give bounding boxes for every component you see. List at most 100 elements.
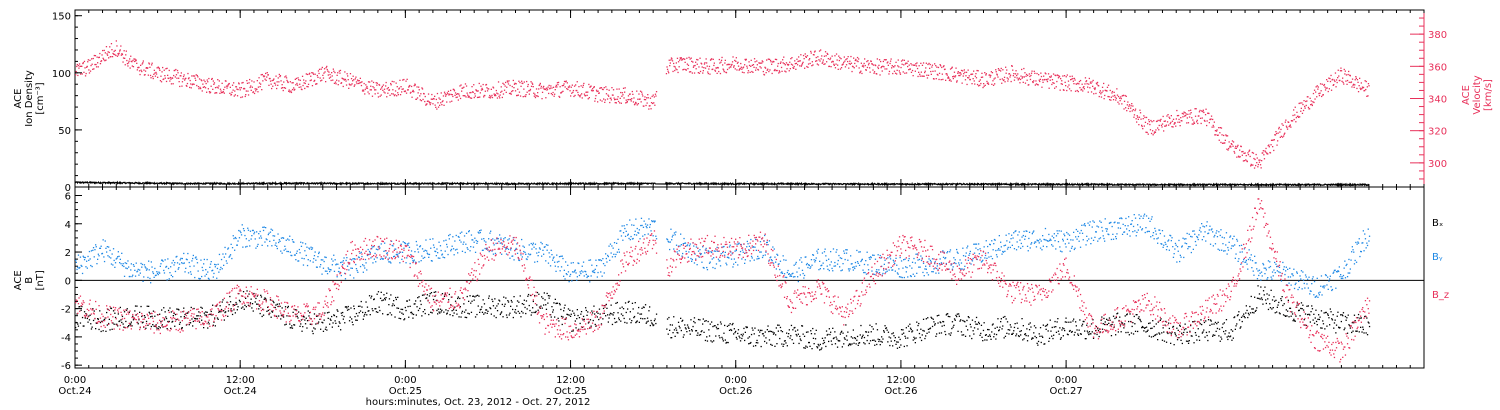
field-point	[605, 315, 607, 317]
velocity-point	[980, 82, 982, 85]
velocity-point	[1318, 94, 1321, 97]
velocity-point	[802, 61, 804, 63]
field-point	[125, 309, 128, 311]
field-point	[761, 329, 763, 332]
field-point	[202, 269, 204, 272]
velocity-point	[298, 79, 300, 81]
top-right-ylabel-line: [km/s]	[1483, 79, 1494, 111]
field-point	[563, 310, 565, 312]
field-point	[981, 336, 983, 338]
velocity-point	[981, 76, 984, 78]
field-point	[420, 303, 422, 306]
field-point	[1218, 328, 1221, 330]
field-point	[1236, 323, 1238, 325]
velocity-point	[810, 52, 812, 54]
field-point	[412, 261, 415, 263]
field-point	[857, 344, 859, 346]
field-point	[1044, 343, 1046, 345]
velocity-point	[433, 98, 435, 100]
field-point	[558, 302, 561, 305]
field-point	[311, 248, 313, 250]
field-point	[1120, 331, 1122, 333]
velocity-point	[1066, 74, 1068, 76]
velocity-point	[953, 71, 956, 73]
field-point	[154, 274, 157, 277]
velocity-point	[189, 86, 191, 89]
velocity-point	[221, 82, 223, 84]
field-point	[117, 313, 119, 315]
velocity-point	[1216, 129, 1218, 131]
field-point	[488, 295, 490, 297]
field-point	[1318, 314, 1320, 316]
velocity-point	[861, 72, 863, 75]
velocity-point	[904, 63, 907, 65]
velocity-point	[119, 50, 121, 52]
bottom-series-black	[75, 285, 1371, 351]
field-point	[1086, 324, 1088, 326]
velocity-point	[571, 92, 573, 94]
field-point	[1010, 326, 1012, 328]
field-point	[834, 331, 836, 333]
velocity-point	[425, 104, 427, 106]
velocity-point	[284, 87, 287, 89]
field-point	[885, 327, 887, 330]
field-point	[766, 342, 768, 344]
field-point	[100, 245, 102, 247]
field-point	[382, 299, 384, 301]
field-point	[172, 320, 174, 323]
field-point	[1068, 321, 1070, 323]
velocity-point	[418, 89, 420, 91]
field-point	[1017, 327, 1019, 329]
velocity-point	[1224, 142, 1226, 144]
velocity-point	[1048, 87, 1050, 89]
field-point	[105, 247, 107, 249]
velocity-point	[592, 90, 594, 92]
field-point	[528, 244, 530, 246]
field-point	[395, 254, 397, 256]
velocity-point	[987, 82, 989, 84]
velocity-point	[688, 71, 691, 73]
velocity-point	[1349, 75, 1351, 77]
field-point	[675, 329, 678, 331]
field-point	[467, 248, 469, 250]
velocity-point	[489, 94, 491, 97]
field-point	[758, 335, 760, 337]
field-point	[523, 303, 525, 306]
velocity-point	[1161, 123, 1164, 125]
velocity-point	[321, 79, 323, 81]
velocity-point	[467, 94, 469, 96]
velocity-point	[1036, 72, 1038, 75]
field-point	[752, 345, 755, 347]
velocity-point	[1164, 120, 1166, 122]
field-point	[103, 256, 105, 258]
field-point	[350, 267, 352, 269]
field-point	[604, 305, 606, 307]
field-point	[1262, 290, 1265, 292]
velocity-point	[1046, 80, 1049, 83]
velocity-point	[517, 94, 519, 96]
field-point	[313, 327, 315, 329]
velocity-point	[737, 65, 740, 67]
velocity-point	[311, 85, 314, 87]
field-point	[1270, 289, 1272, 291]
velocity-point	[265, 72, 267, 75]
velocity-point	[788, 70, 790, 72]
field-point	[259, 312, 261, 315]
velocity-point	[490, 88, 492, 90]
field-point	[737, 329, 740, 331]
velocity-point	[326, 68, 328, 71]
velocity-point	[617, 96, 619, 98]
field-point	[617, 312, 619, 314]
field-point	[320, 328, 322, 330]
field-point	[383, 294, 385, 296]
velocity-point	[583, 82, 585, 85]
field-point	[271, 229, 274, 231]
field-point	[1274, 300, 1276, 302]
velocity-point	[653, 102, 655, 104]
velocity-point	[1013, 73, 1015, 75]
field-point	[163, 307, 165, 309]
field-point	[596, 316, 598, 318]
field-point	[1046, 323, 1049, 326]
field-point	[1234, 316, 1236, 318]
